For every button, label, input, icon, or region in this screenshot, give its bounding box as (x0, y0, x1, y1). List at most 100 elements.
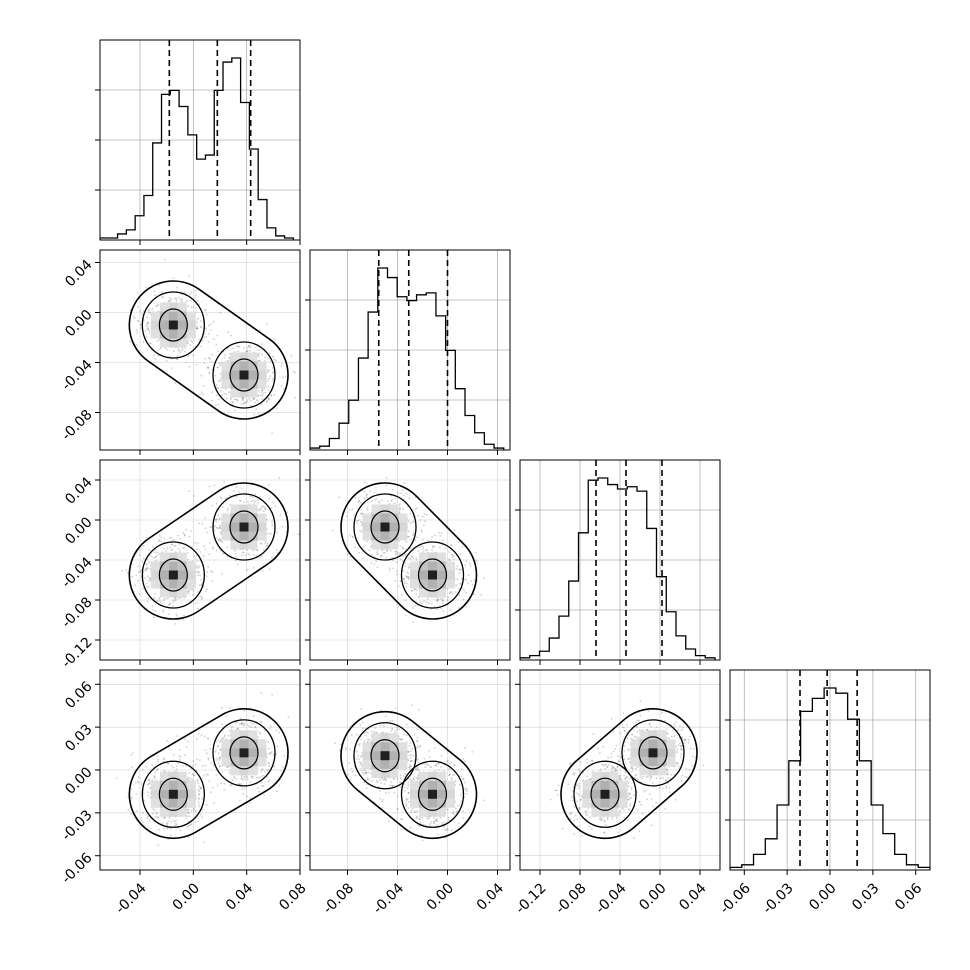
scatter-point (239, 717, 242, 720)
scatter-point (389, 569, 391, 572)
scatter-point (269, 375, 272, 377)
scatter-point (239, 500, 242, 502)
scatter-point (178, 748, 181, 751)
scatter-point (196, 564, 198, 567)
scatter-point (236, 345, 239, 347)
scatter-point (381, 549, 384, 552)
scatter-point (378, 500, 380, 503)
scatter-point (403, 733, 406, 736)
scatter-point (256, 502, 259, 504)
scatter-point (412, 557, 415, 560)
scatter-point (386, 549, 388, 552)
scatter-point (401, 547, 404, 550)
scatter-point (156, 768, 159, 770)
scatter-point (196, 570, 198, 573)
contour-level-2 (400, 541, 465, 609)
scatter-point (207, 758, 210, 761)
density-cell (168, 798, 178, 808)
scatter-point (407, 750, 410, 753)
scatter-point (409, 522, 412, 525)
scatter-point (153, 775, 156, 777)
scatter-point (577, 768, 580, 771)
scatter-point (244, 401, 247, 404)
scatter-point (144, 568, 147, 570)
scatter-point (641, 812, 644, 815)
density-cell (428, 579, 437, 589)
scatter-point (153, 777, 156, 780)
density-cell (159, 552, 169, 562)
scatter-point (218, 517, 221, 520)
scatter-point (351, 535, 354, 538)
scatter-point (394, 552, 397, 555)
scatter-point (196, 560, 198, 562)
scatter-point (378, 790, 381, 792)
scatter-point (173, 820, 176, 823)
scatter-point (243, 722, 246, 725)
scatter-point (437, 599, 439, 602)
scatter-point (243, 347, 246, 349)
scatter-point (234, 409, 237, 412)
density-cell (159, 807, 169, 817)
scatter-point (239, 499, 241, 502)
scatter-point (273, 338, 276, 341)
scatter-point (213, 320, 215, 323)
scatter-point (222, 737, 225, 740)
scatter-point (261, 505, 264, 508)
scatter-point (407, 576, 409, 579)
scatter-panel-r2-c1 (100, 250, 300, 450)
scatter-point (156, 755, 159, 758)
scatter-point (400, 781, 403, 784)
scatter-point (407, 563, 409, 566)
scatter-point (260, 391, 263, 394)
scatter-point (460, 582, 462, 585)
scatter-point (155, 305, 158, 307)
scatter-point (433, 817, 436, 819)
scatter-point (236, 398, 238, 401)
scatter-point (466, 788, 469, 791)
scatter-point (162, 547, 165, 550)
density-cell (248, 513, 258, 523)
scatter-point (467, 574, 470, 577)
scatter-point (399, 580, 402, 582)
scatter-point (400, 492, 402, 494)
scatter-point (230, 725, 233, 728)
scatter-point (146, 323, 149, 326)
scatter-point (190, 306, 193, 309)
scatter-point (408, 530, 410, 533)
density-cell (239, 757, 249, 767)
scatter-point (265, 400, 268, 402)
scatter-point (146, 600, 149, 603)
scatter-point (197, 732, 200, 735)
scatter-point (400, 738, 402, 741)
scatter-point (253, 397, 256, 400)
scatter-point (255, 399, 258, 401)
density-cell (362, 742, 372, 752)
scatter-point (151, 812, 154, 815)
scatter-point (201, 523, 204, 525)
scatter-point (178, 548, 181, 550)
scatter-point (178, 296, 180, 299)
density-cells (150, 730, 267, 817)
scatter-point (398, 781, 401, 783)
scatter-point (462, 598, 465, 601)
scatter-point (186, 778, 189, 781)
scatter-point (480, 593, 483, 596)
scatter-point (229, 494, 231, 497)
scatter-point (194, 809, 197, 812)
scatter-point (376, 551, 378, 554)
scatter-point (236, 727, 239, 730)
scatter-point (175, 358, 178, 360)
scatter-point (402, 578, 405, 580)
scatter-point (408, 764, 411, 766)
scatter-point (363, 769, 366, 772)
density-cell (177, 780, 187, 790)
scatter-point (271, 432, 273, 435)
scatter-point (395, 573, 398, 576)
scatter-point (240, 402, 243, 405)
scatter-point (283, 388, 285, 390)
scatter-point (216, 518, 218, 520)
scatter-point (151, 779, 154, 781)
density-cell (371, 522, 381, 532)
scatter-point (186, 825, 188, 828)
scatter-point (179, 538, 182, 540)
